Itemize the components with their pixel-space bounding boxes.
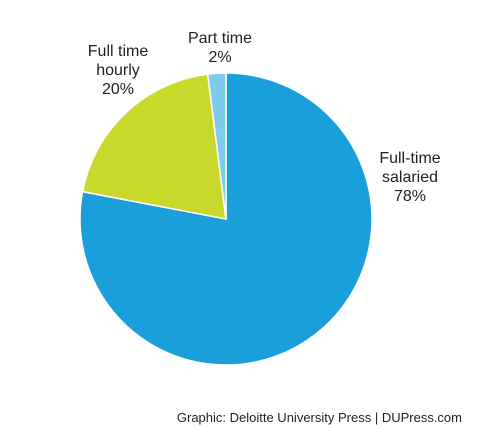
slice-label: Full time hourly bbox=[87, 43, 149, 79]
pie-slice bbox=[206, 72, 227, 220]
slice-value: 2% bbox=[208, 49, 232, 66]
slice-label: Full-time salaried bbox=[379, 150, 441, 186]
pie-slice bbox=[81, 73, 227, 220]
source: Graphic: Deloitte University Press | DUP… bbox=[176, 410, 462, 425]
slice-label: Part time bbox=[187, 30, 252, 47]
slice-value: 78% bbox=[393, 188, 427, 205]
slice-value: 20% bbox=[101, 81, 135, 98]
